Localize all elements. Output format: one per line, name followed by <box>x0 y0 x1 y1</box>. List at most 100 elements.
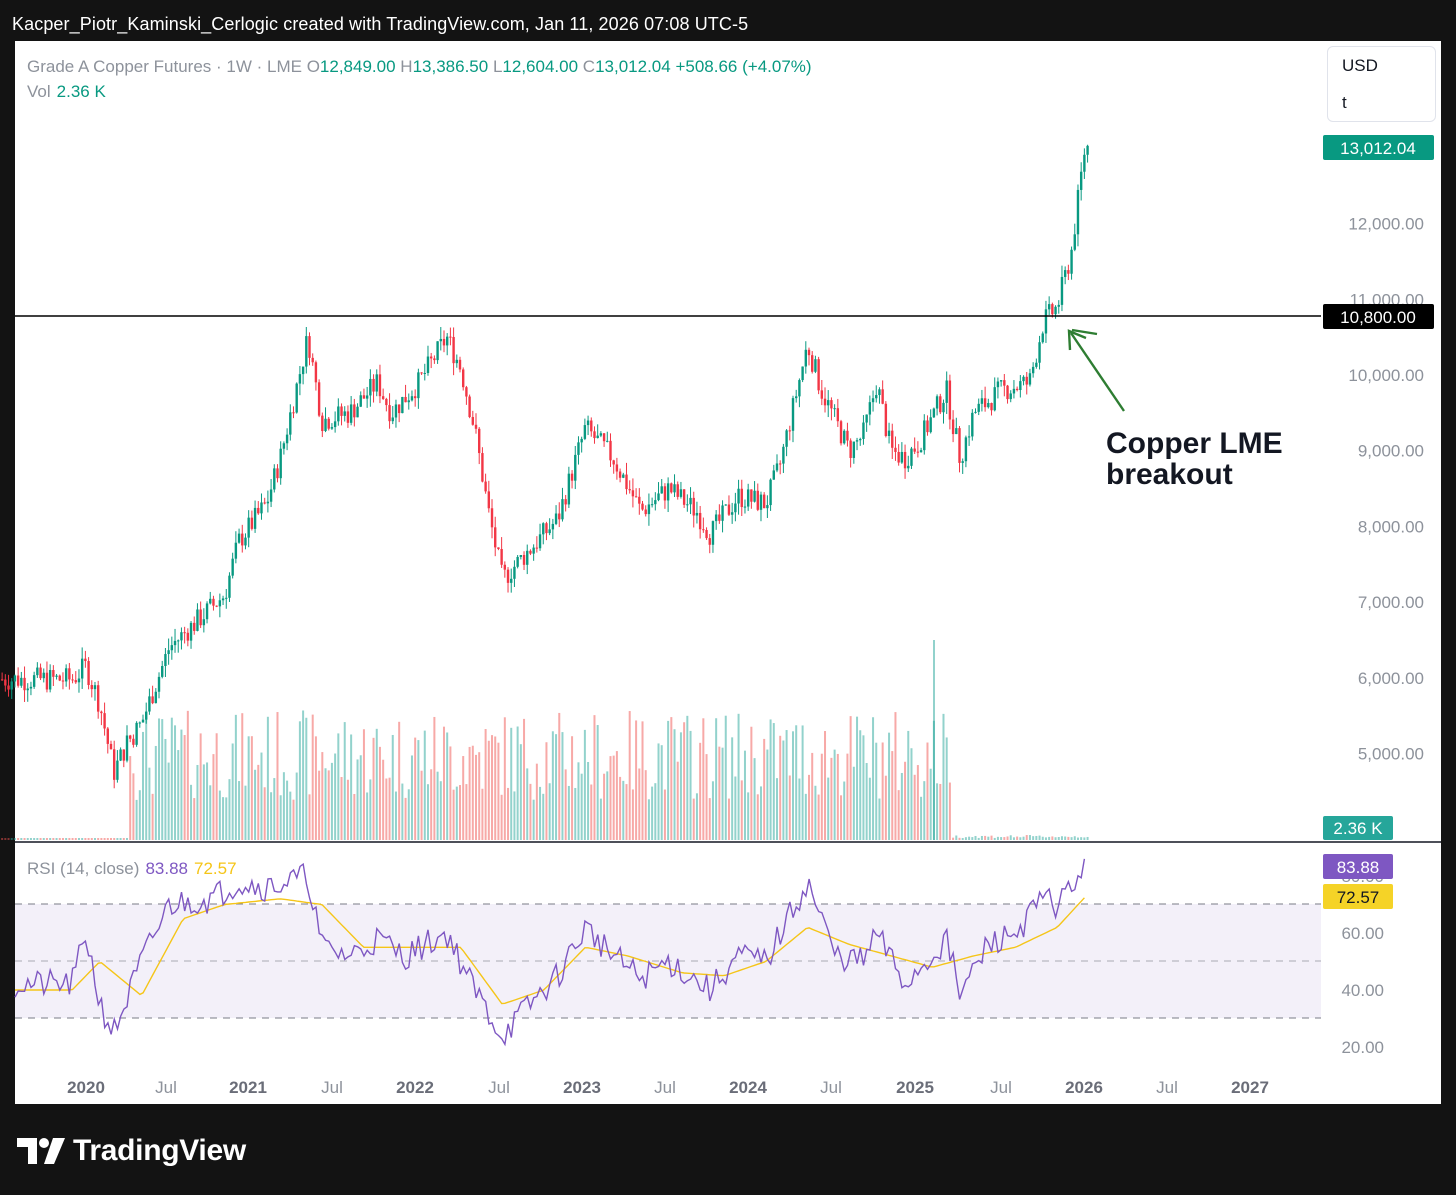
candle <box>93 681 97 701</box>
candle <box>650 497 654 508</box>
candle <box>772 464 775 480</box>
volume-bar <box>907 730 910 840</box>
volume-bar <box>314 736 317 840</box>
candle <box>420 372 423 375</box>
volume-bar <box>711 781 714 840</box>
candle <box>285 428 289 451</box>
volume-bar <box>715 718 718 840</box>
candle <box>1003 373 1006 397</box>
volume-bar <box>603 773 606 840</box>
screenshot-caption: Kacper_Piotr_Kaminski_Cerlogic created w… <box>12 14 749 34</box>
candle <box>429 352 433 369</box>
volume-bar <box>590 784 593 840</box>
volume-bar <box>1064 836 1067 840</box>
candle <box>1051 302 1054 318</box>
candle <box>327 417 330 431</box>
candle <box>967 425 971 446</box>
symbol-title[interactable]: Grade A Copper Futures · 1W · LME <box>27 57 302 76</box>
candle <box>311 353 314 366</box>
candle <box>321 412 324 438</box>
volume-bar <box>840 795 843 840</box>
candle <box>116 750 119 783</box>
candle <box>526 544 529 575</box>
volume-bar <box>90 838 93 840</box>
candle <box>135 721 138 747</box>
volume-bar <box>459 785 461 840</box>
volume-bar <box>161 719 164 840</box>
chart-frame[interactable] <box>15 41 1441 1104</box>
volume-legend[interactable]: Vol 2.36 K <box>27 82 106 102</box>
candle <box>945 371 948 414</box>
time-tick-label: 2026 <box>1065 1078 1103 1097</box>
candle <box>77 669 81 693</box>
candle <box>1031 362 1035 378</box>
volume-bar <box>1009 835 1012 840</box>
unit-label[interactable]: t <box>1342 93 1347 112</box>
volume-bar <box>670 717 673 840</box>
volume-bar <box>1044 837 1047 840</box>
volume-bar <box>423 730 426 840</box>
volume-bar <box>122 838 125 840</box>
time-tick-label: Jul <box>488 1078 510 1097</box>
candle <box>801 366 804 383</box>
candle <box>16 667 20 688</box>
candle <box>346 405 350 428</box>
volume-bar <box>449 746 452 840</box>
candle <box>465 385 468 405</box>
candle <box>218 593 222 618</box>
candle <box>471 410 475 426</box>
volume-bar <box>875 742 878 840</box>
candle <box>458 356 462 373</box>
volume-bar <box>948 782 951 840</box>
volume-bar <box>45 838 48 840</box>
candle <box>740 479 743 517</box>
volume-bar <box>292 799 295 840</box>
volume-bar <box>487 740 490 840</box>
candle <box>362 388 366 399</box>
symbol-legend[interactable]: Grade A Copper Futures · 1W · LME O12,84… <box>27 57 812 77</box>
candle <box>292 406 295 419</box>
candle <box>730 502 734 524</box>
candle <box>84 650 87 668</box>
candle <box>484 473 487 494</box>
candle <box>260 493 263 520</box>
candle <box>369 369 372 407</box>
volume-bar <box>151 793 154 840</box>
volume-bar <box>859 730 862 840</box>
volume-bar <box>843 781 846 840</box>
currency-label[interactable]: USD <box>1342 56 1378 75</box>
low-value: 12,604.00 <box>502 57 579 76</box>
candle <box>295 382 298 414</box>
rsi-legend[interactable]: RSI (14, close) 83.88 72.57 <box>27 859 237 879</box>
volume-bar <box>42 838 45 840</box>
rsi-badge-text: 83.88 <box>1337 858 1380 877</box>
volume-bar <box>491 735 494 840</box>
candle <box>356 403 359 418</box>
volume-bar <box>788 775 791 840</box>
volume-bar <box>1028 835 1031 840</box>
volume-bar <box>353 793 356 840</box>
candle <box>29 681 33 696</box>
volume-bar <box>852 766 855 840</box>
tradingview-logo[interactable]: TradingView <box>17 1134 246 1168</box>
volume-bar <box>894 712 897 840</box>
volume-bar <box>955 835 958 840</box>
candle <box>237 528 241 544</box>
volume-bar <box>699 742 702 840</box>
volume-bar <box>862 735 865 840</box>
volume-bar <box>484 729 487 840</box>
candle <box>830 397 833 421</box>
candle <box>161 660 164 679</box>
candle <box>791 395 795 443</box>
volume-bar <box>759 786 762 840</box>
candle <box>1044 300 1048 343</box>
currency-unit-selector[interactable]: USD t <box>1327 46 1436 122</box>
volume-bar <box>686 715 689 840</box>
candle <box>586 415 590 436</box>
volume-bar <box>500 794 503 840</box>
volume-bar <box>945 737 948 840</box>
candle <box>891 423 894 459</box>
volume-bar <box>878 798 881 840</box>
tradingview-logo-icon <box>17 1138 65 1164</box>
